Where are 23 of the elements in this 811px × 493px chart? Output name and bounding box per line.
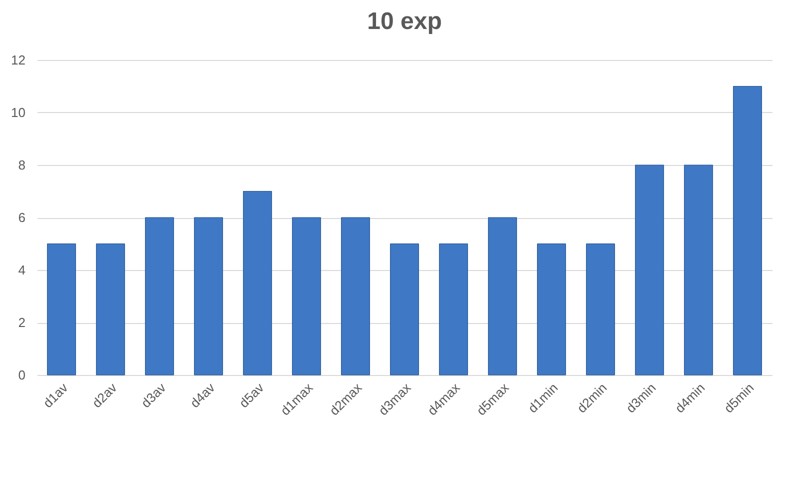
bar bbox=[390, 244, 419, 376]
chart-title: 10 exp bbox=[367, 8, 442, 35]
y-tick-label: 0 bbox=[18, 368, 26, 382]
bar bbox=[537, 244, 566, 376]
bar bbox=[47, 244, 76, 376]
y-tick-label: 12 bbox=[11, 52, 26, 68]
bar bbox=[145, 217, 174, 376]
bar bbox=[488, 217, 517, 376]
bar bbox=[439, 244, 468, 376]
bar bbox=[96, 244, 125, 376]
y-tick-label: 2 bbox=[18, 315, 26, 330]
bar bbox=[733, 86, 762, 376]
y-tick-label: 10 bbox=[11, 105, 26, 120]
bar bbox=[586, 244, 615, 376]
y-tick-label: 8 bbox=[18, 158, 26, 172]
bar bbox=[194, 217, 223, 376]
bar bbox=[292, 217, 321, 376]
bar bbox=[341, 217, 370, 376]
y-tick-label: 4 bbox=[18, 262, 26, 278]
y-tick-label: 6 bbox=[18, 210, 26, 225]
bar bbox=[243, 191, 272, 376]
bar bbox=[684, 164, 713, 376]
bar bbox=[635, 164, 664, 376]
